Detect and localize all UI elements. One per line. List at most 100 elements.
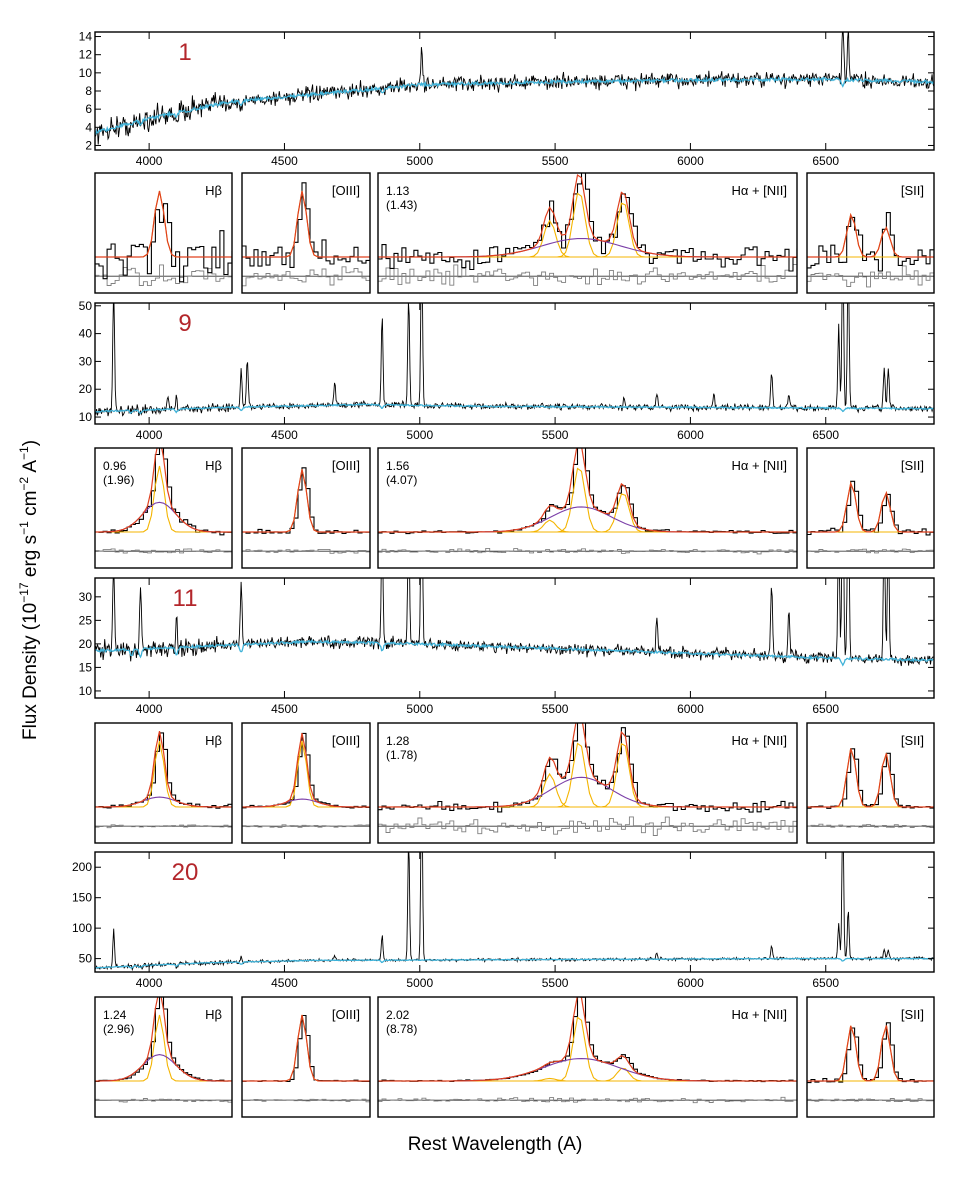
- ha-ratio-label: 1.56: [386, 459, 410, 473]
- hb-ratio-label-paren: (2.96): [103, 1022, 134, 1036]
- total-fit: [95, 190, 232, 258]
- xtick-label-1-4500: 4500: [271, 154, 298, 168]
- zoom-frame: [806, 172, 935, 294]
- zoom-frame: [241, 447, 371, 569]
- broad-component-0: [95, 1054, 232, 1082]
- narrow-component-2: [378, 519, 797, 533]
- zoom-sii-20: [SII]: [806, 996, 935, 1118]
- zoom-frame: [241, 722, 371, 844]
- total-fit: [807, 748, 934, 808]
- xtick-label-11-6500: 6500: [812, 702, 839, 716]
- total-fit: [807, 481, 934, 533]
- narrow-component-0: [807, 481, 934, 533]
- zoom-sii-1: [SII]: [806, 172, 935, 294]
- xtick-label-9-6000: 6000: [677, 428, 704, 442]
- ytick-label-1-2: 2: [85, 138, 92, 152]
- zoom-sii-9: [SII]: [806, 447, 935, 569]
- residual-spectrum: [242, 824, 370, 828]
- zoom-observed-spectrum: [807, 480, 934, 536]
- zoom-line-label: Hβ: [205, 1007, 222, 1022]
- narrow-component-1: [807, 1025, 934, 1082]
- zoom-ha-9: Hα + [NII] 1.56(4.07): [377, 447, 798, 569]
- total-fit: [95, 730, 232, 808]
- ha-ratio-label-paren: (1.43): [386, 198, 417, 212]
- zoom-observed-spectrum: [242, 467, 370, 534]
- xtick-label-20-6000: 6000: [677, 976, 704, 990]
- main-panel-9: 10 20 30 40 50 4000 4500 5000 5500 6000 6500 9: [79, 299, 935, 442]
- xtick-label-1-6000: 6000: [677, 154, 704, 168]
- residual-spectrum: [95, 548, 232, 554]
- xtick-label-1-5000: 5000: [406, 154, 433, 168]
- xtick-label-9-4000: 4000: [136, 428, 163, 442]
- xtick-label-9-5500: 5500: [542, 428, 569, 442]
- main-frame-11: [94, 577, 935, 699]
- ytick-label-9-40: 40: [79, 327, 93, 341]
- ha-ratio-label: 1.13: [386, 184, 410, 198]
- total-fit: [378, 448, 797, 533]
- ha-ratio-label: 1.28: [386, 734, 410, 748]
- ytick-label-1-10: 10: [79, 66, 93, 80]
- narrow-component-1: [807, 753, 934, 808]
- stellar-model-9: [95, 403, 934, 415]
- xtick-label-1-5500: 5500: [542, 154, 569, 168]
- xtick-label-1-4000: 4000: [136, 154, 163, 168]
- zoom-ha-11: Hα + [NII] 1.28(1.78): [377, 722, 798, 844]
- residual-spectrum: [807, 823, 934, 828]
- ytick-label-9-10: 10: [79, 410, 93, 424]
- zoom-hb-1: Hβ: [94, 172, 233, 294]
- xtick-label-20-4000: 4000: [136, 976, 163, 990]
- ytick-label-9-20: 20: [79, 382, 93, 396]
- zoom-line-label: [OIII]: [332, 1007, 360, 1022]
- total-fit: [95, 448, 232, 533]
- zoom-frame: [94, 996, 233, 1118]
- xtick-label-11-4500: 4500: [271, 702, 298, 716]
- zoom-line-label: [SII]: [901, 1007, 924, 1022]
- total-fit: [378, 997, 797, 1082]
- main-panel-1: 2 4 6 8 10 12 14 4000 4500 5000 5500 6000 6500 1: [79, 30, 935, 168]
- zoom-frame: [377, 172, 798, 294]
- zoom-line-label: Hβ: [205, 458, 222, 473]
- xtick-label-11-4000: 4000: [136, 702, 163, 716]
- broad-component-0: [378, 506, 797, 533]
- total-fit: [242, 190, 370, 258]
- total-fit: [242, 1014, 370, 1082]
- narrow-component-1: [378, 493, 797, 533]
- residual-spectrum: [378, 1096, 797, 1104]
- zoom-ha-1: Hα + [NII] 1.13(1.43): [377, 172, 798, 294]
- residual-spectrum: [242, 266, 370, 287]
- zoom-frame: [241, 996, 371, 1118]
- zoom-observed-spectrum: [807, 1022, 934, 1084]
- zoom-frame: [94, 447, 233, 569]
- stellar-model-1: [95, 76, 934, 135]
- zoom-frame: [94, 722, 233, 844]
- observed-spectrum-1: [95, 32, 934, 145]
- stellar-model-20: [95, 957, 934, 969]
- object-label-20: 20: [172, 859, 199, 886]
- residual-spectrum: [95, 824, 232, 829]
- zoom-hb-11: Hβ: [94, 722, 233, 844]
- zoom-hb-9: Hβ 0.96(1.96): [94, 447, 233, 569]
- zoom-oiii-9: [OIII]: [241, 447, 371, 569]
- zoom-line-label: Hα + [NII]: [731, 1007, 787, 1022]
- narrow-component-0: [378, 192, 797, 258]
- observed-spectrum-11: [95, 578, 934, 667]
- zoom-observed-spectrum: [378, 173, 797, 272]
- zoom-ha-20: Hα + [NII] 2.02(8.78): [377, 996, 798, 1118]
- xtick-label-11-5500: 5500: [542, 702, 569, 716]
- broad-component-0: [378, 237, 797, 258]
- observed-spectrum-20: [95, 852, 934, 972]
- broad-component-0: [378, 1058, 797, 1082]
- main-panel-20: 50 100 150 200 4000 4500 5000 5500 6000 6500 20: [72, 851, 935, 990]
- x-axis-title: Rest Wavelength (A): [408, 1134, 583, 1155]
- narrow-component-1: [378, 1067, 797, 1082]
- total-fit: [807, 1025, 934, 1082]
- zoom-line-label: Hα + [NII]: [731, 183, 787, 198]
- residual-spectrum: [242, 1098, 370, 1103]
- residual-spectrum: [95, 264, 232, 287]
- residual-spectrum: [378, 547, 797, 555]
- ytick-label-11-10: 10: [79, 684, 93, 698]
- xtick-label-20-4500: 4500: [271, 976, 298, 990]
- zoom-line-label: [OIII]: [332, 458, 360, 473]
- zoom-observed-spectrum: [807, 748, 934, 809]
- zoom-line-label: Hβ: [205, 183, 222, 198]
